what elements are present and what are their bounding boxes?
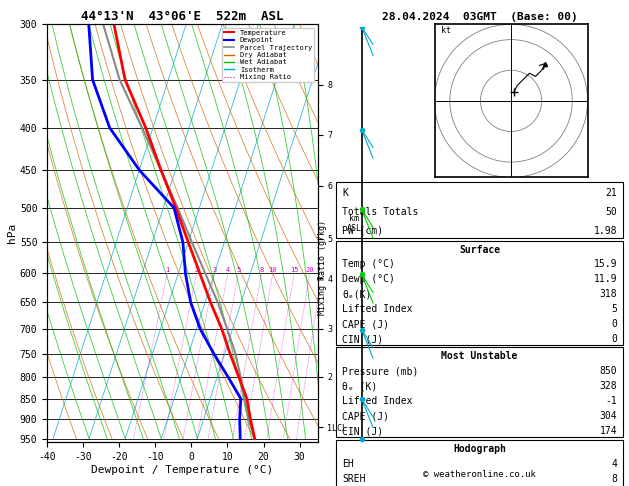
- Text: kt: kt: [441, 26, 450, 35]
- Text: 2: 2: [194, 267, 199, 274]
- Text: 10: 10: [269, 267, 277, 274]
- Text: Mixing Ratio (g/kg): Mixing Ratio (g/kg): [318, 220, 327, 315]
- Text: 8: 8: [611, 474, 617, 484]
- Text: 5: 5: [237, 267, 240, 274]
- Text: Lifted Index: Lifted Index: [342, 397, 413, 406]
- Y-axis label: hPa: hPa: [7, 223, 17, 243]
- Text: θₑ(K): θₑ(K): [342, 289, 372, 299]
- Text: 318: 318: [599, 289, 617, 299]
- Text: CIN (J): CIN (J): [342, 334, 383, 344]
- Text: 15.9: 15.9: [594, 260, 617, 269]
- Text: θₑ (K): θₑ (K): [342, 382, 377, 391]
- Text: Pressure (mb): Pressure (mb): [342, 366, 418, 377]
- Text: Dewp (°C): Dewp (°C): [342, 275, 395, 284]
- Text: 1.98: 1.98: [594, 226, 617, 236]
- Text: 1: 1: [165, 267, 169, 274]
- Text: Lifted Index: Lifted Index: [342, 304, 413, 314]
- Y-axis label: km
ASL: km ASL: [347, 214, 362, 233]
- Text: Most Unstable: Most Unstable: [442, 351, 518, 362]
- Text: 174: 174: [599, 426, 617, 436]
- Title: 44°13'N  43°06'E  522m  ASL: 44°13'N 43°06'E 522m ASL: [81, 10, 284, 23]
- Bar: [337, 347, 623, 437]
- Bar: [337, 241, 623, 345]
- Text: CIN (J): CIN (J): [342, 426, 383, 436]
- Text: 850: 850: [599, 366, 617, 377]
- Text: 50: 50: [605, 207, 617, 217]
- Text: 5: 5: [611, 304, 617, 314]
- Bar: [337, 182, 623, 238]
- Text: K: K: [342, 189, 348, 198]
- Text: Surface: Surface: [459, 244, 500, 255]
- Text: EH: EH: [342, 459, 354, 469]
- Text: 4: 4: [611, 459, 617, 469]
- Text: © weatheronline.co.uk: © weatheronline.co.uk: [423, 469, 536, 479]
- Text: 8: 8: [259, 267, 264, 274]
- Text: 21: 21: [605, 189, 617, 198]
- Text: 3: 3: [213, 267, 216, 274]
- Text: 15: 15: [290, 267, 298, 274]
- Text: 28.04.2024  03GMT  (Base: 00): 28.04.2024 03GMT (Base: 00): [382, 12, 577, 22]
- Text: 304: 304: [599, 412, 617, 421]
- Text: 0: 0: [611, 334, 617, 344]
- X-axis label: Dewpoint / Temperature (°C): Dewpoint / Temperature (°C): [91, 465, 274, 475]
- Text: 4: 4: [226, 267, 230, 274]
- Text: 11.9: 11.9: [594, 275, 617, 284]
- Text: 20: 20: [306, 267, 314, 274]
- Text: CAPE (J): CAPE (J): [342, 412, 389, 421]
- Text: 328: 328: [599, 382, 617, 391]
- Text: CAPE (J): CAPE (J): [342, 319, 389, 329]
- Text: SREH: SREH: [342, 474, 365, 484]
- Text: Totals Totals: Totals Totals: [342, 207, 418, 217]
- Text: Hodograph: Hodograph: [453, 444, 506, 454]
- Bar: [337, 440, 623, 486]
- Text: 0: 0: [611, 319, 617, 329]
- Text: PW (cm): PW (cm): [342, 226, 383, 236]
- Legend: Temperature, Dewpoint, Parcel Trajectory, Dry Adiabat, Wet Adiabat, Isotherm, Mi: Temperature, Dewpoint, Parcel Trajectory…: [222, 28, 314, 82]
- Text: Temp (°C): Temp (°C): [342, 260, 395, 269]
- Text: -1: -1: [605, 397, 617, 406]
